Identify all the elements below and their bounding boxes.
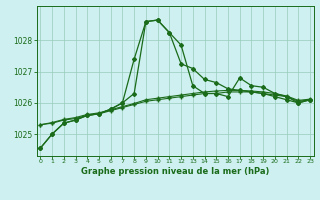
X-axis label: Graphe pression niveau de la mer (hPa): Graphe pression niveau de la mer (hPa) [81,167,269,176]
